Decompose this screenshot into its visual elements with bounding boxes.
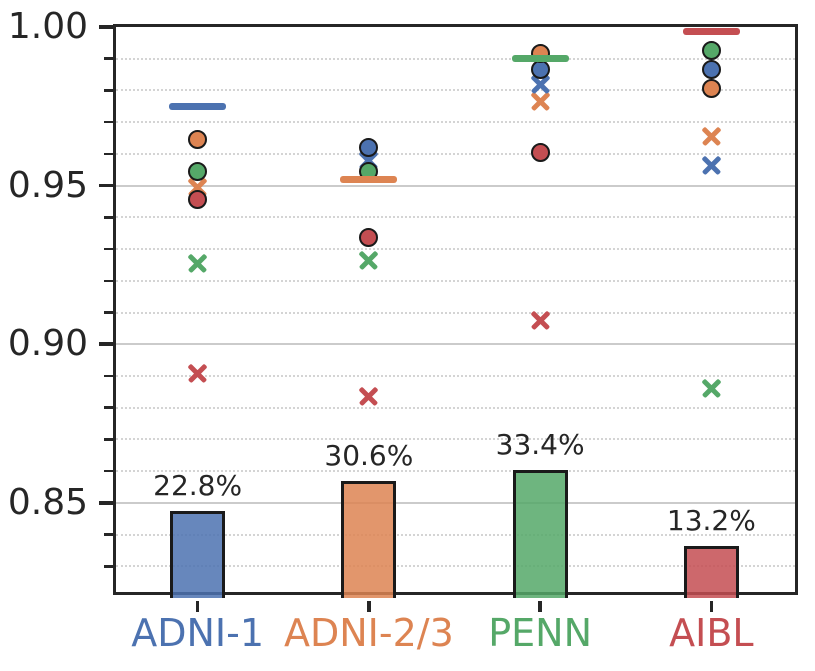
marker-dash-green-penn (511, 55, 569, 63)
marker-x-red-adni-1 (187, 363, 208, 383)
marker-circle-green-adni-1 (188, 161, 208, 181)
bar-value-label-penn: 33.4% (495, 427, 585, 461)
marker-x-red-adni-2-3 (359, 386, 379, 407)
gridline-minor-0.84 (116, 533, 795, 536)
y-minor-tick-0.84 (104, 533, 114, 536)
x-tick-label-penn: PENN (488, 611, 593, 655)
marker-circle-red-adni-2-3 (359, 228, 379, 248)
gridline-minor-0.86 (116, 470, 795, 473)
marker-x-orange-aibl (701, 126, 722, 147)
x-tick-penn (538, 601, 542, 612)
y-minor-tick-0.98 (104, 89, 114, 92)
marker-circle-green-aibl (701, 41, 721, 61)
y-minor-tick-0.87 (104, 438, 114, 441)
gridline-minor-0.89 (116, 374, 795, 377)
gridline-minor-0.98 (116, 89, 795, 92)
bar-aibl (683, 545, 739, 598)
y-minor-tick-0.96 (104, 152, 114, 156)
plot-area: 22.8% 30.6% 33.4% 13.2% (113, 24, 798, 598)
marker-x-blue-aibl (701, 155, 722, 175)
gridline-major-0.95 (116, 184, 795, 187)
bar-penn (512, 469, 568, 598)
y-minor-tick-0.94 (104, 216, 114, 219)
x-tick-label-aibl: AIBL (669, 611, 754, 655)
y-major-tick-0.85 (99, 501, 114, 505)
marker-circle-red-penn (530, 142, 550, 162)
marker-circle-blue-aibl (701, 60, 721, 80)
marker-x-green-adni-1 (187, 253, 208, 274)
marker-dash-orange-adni-2-3 (340, 175, 398, 183)
y-minor-tick-0.92 (104, 279, 114, 283)
y-tick-label-1.00: 1.00 (7, 6, 88, 47)
gridline-minor-0.97 (116, 121, 795, 124)
x-tick-adni-2-3 (367, 601, 371, 612)
marker-circle-orange-adni-1 (188, 130, 208, 150)
y-minor-tick-0.83 (104, 565, 114, 568)
x-tick-aibl (709, 601, 714, 612)
bar-adni-1 (170, 510, 226, 598)
x-tick-label-adni-2-3: ADNI-2/3 (283, 611, 454, 655)
marker-x-green-adni-2-3 (359, 250, 379, 270)
y-tick-label-0.95: 0.95 (7, 164, 88, 206)
gridline-minor-0.91 (116, 311, 795, 314)
gridline-minor-0.93 (116, 248, 795, 251)
marker-circle-red-adni-1 (188, 190, 208, 210)
bar-adni-2-3 (341, 480, 397, 598)
marker-dash-blue-adni-1 (169, 102, 227, 110)
gridline-minor-0.83 (116, 565, 795, 568)
bar-value-label-adni-1: 22.8% (153, 468, 243, 502)
marker-dash-red-aibl (682, 28, 740, 36)
marker-circle-blue-penn (530, 60, 550, 80)
gridline-minor-0.99 (116, 57, 795, 60)
x-tick-label-adni-1: ADNI-1 (131, 611, 265, 655)
y-minor-tick-0.99 (104, 57, 114, 60)
x-tick-adni-1 (195, 601, 200, 612)
marker-circle-orange-aibl (701, 79, 721, 99)
gridline-minor-0.96 (116, 152, 795, 155)
y-major-tick-0.95 (99, 183, 114, 188)
y-tick-label-0.85: 0.85 (7, 481, 88, 523)
y-minor-tick-0.89 (104, 374, 114, 378)
marker-circle-blue-adni-2-3 (359, 138, 379, 158)
y-minor-tick-0.93 (104, 247, 114, 251)
marker-x-green-aibl (701, 378, 722, 399)
bar-value-label-adni-2-3: 30.6% (324, 438, 414, 472)
bar-value-label-aibl: 13.2% (666, 503, 756, 537)
marker-x-orange-penn (530, 91, 550, 112)
marker-x-red-penn (530, 310, 550, 331)
y-minor-tick-0.97 (104, 120, 114, 124)
y-tick-label-0.90: 0.90 (7, 323, 88, 365)
gridline-minor-0.92 (116, 279, 795, 282)
y-major-tick-0.90 (99, 342, 114, 346)
gridline-minor-0.87 (116, 438, 795, 441)
gridline-major-0.90 (116, 343, 795, 346)
gridline-minor-0.94 (116, 216, 795, 219)
gridline-minor-0.88 (116, 406, 795, 409)
y-minor-tick-0.88 (104, 406, 114, 409)
y-minor-tick-0.91 (104, 311, 114, 314)
y-minor-tick-0.86 (104, 469, 114, 473)
gridline-major-0.85 (116, 501, 795, 504)
y-major-tick-1.00 (99, 25, 114, 29)
